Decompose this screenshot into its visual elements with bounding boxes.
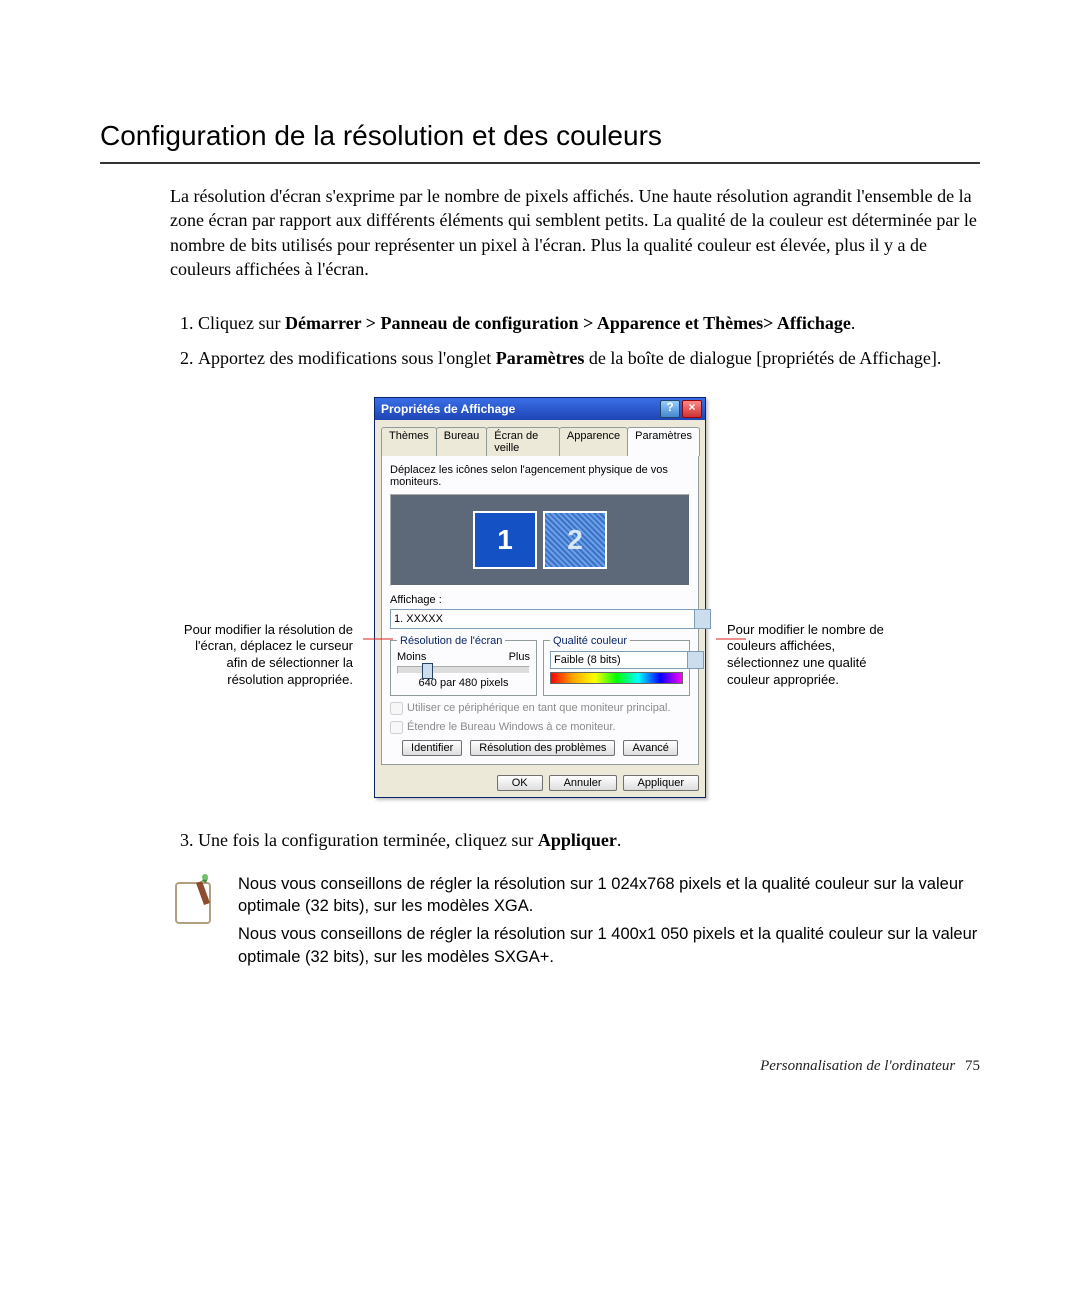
display-label: Affichage : [390, 594, 690, 606]
color-legend: Qualité couleur [550, 635, 630, 647]
help-icon[interactable]: ? [660, 400, 680, 418]
page-footer: Personnalisation de l'ordinateur 75 [100, 1058, 980, 1075]
steps-list-cont: Une fois la configuration terminée, cliq… [170, 828, 980, 853]
step2-bold: Paramètres [496, 348, 585, 368]
step1-post: . [851, 313, 856, 333]
resolution-legend: Résolution de l'écran [397, 635, 505, 647]
note-p1: Nous vous conseillons de régler la résol… [238, 873, 980, 918]
intro-paragraph: La résolution d'écran s'exprime par le n… [170, 184, 980, 281]
color-quality-value: Faible (8 bits) [554, 654, 621, 666]
tab-body: Déplacez les icônes selon l'agencement p… [381, 455, 699, 765]
step-3: Une fois la configuration terminée, cliq… [198, 828, 980, 853]
page-title: Configuration de la résolution et des co… [100, 120, 980, 164]
checkbox1-label: Utiliser ce périphérique en tant que mon… [407, 702, 671, 714]
note-block: Nous vous conseillons de régler la résol… [170, 873, 980, 968]
arrange-instruction: Déplacez les icônes selon l'agencement p… [390, 464, 690, 488]
left-callout: Pour modifier la résolution de l'écran, … [178, 397, 353, 690]
tab-settings[interactable]: Paramètres [627, 427, 700, 456]
note-icon [170, 873, 220, 928]
step-1: Cliquez sur Démarrer > Panneau de config… [198, 311, 980, 336]
display-properties-dialog: Propriétés de Affichage ? × Thèmes Burea… [374, 397, 706, 798]
tab-appearance[interactable]: Apparence [559, 427, 628, 456]
troubleshoot-button[interactable]: Résolution des problèmes [470, 740, 615, 756]
color-group: Qualité couleur Faible (8 bits) [543, 635, 690, 696]
chevron-down-icon [699, 614, 707, 622]
resolution-group: Résolution de l'écran Moins Plus 640 par… [390, 635, 537, 696]
checkbox2-label: Étendre le Bureau Windows à ce moniteur. [407, 721, 616, 733]
slider-max-label: Plus [509, 651, 530, 663]
monitor-1-icon[interactable]: 1 [473, 511, 537, 569]
step3-bold: Appliquer [538, 830, 617, 850]
cancel-button[interactable]: Annuler [549, 775, 617, 791]
extend-desktop-checkbox: Étendre le Bureau Windows à ce moniteur. [390, 721, 690, 734]
step2-post: de la boîte de dialogue [propriétés de A… [584, 348, 941, 368]
step1-pre: Cliquez sur [198, 313, 285, 333]
step-2: Apportez des modifications sous l'onglet… [198, 346, 980, 371]
dialog-figure: Pour modifier la résolution de l'écran, … [100, 397, 980, 798]
tab-strip: Thèmes Bureau Écran de veille Apparence … [375, 420, 705, 455]
checkbox-extend [390, 721, 403, 734]
identify-button[interactable]: Identifier [402, 740, 462, 756]
advanced-button[interactable]: Avancé [623, 740, 678, 756]
resolution-value: 640 par 480 pixels [397, 677, 530, 689]
steps-list: Cliquez sur Démarrer > Panneau de config… [170, 311, 980, 371]
monitor-2-icon[interactable]: 2 [543, 511, 607, 569]
tab-screensaver[interactable]: Écran de veille [486, 427, 560, 456]
footer-page-number: 75 [965, 1058, 980, 1074]
checkbox-primary [390, 702, 403, 715]
close-icon[interactable]: × [682, 400, 702, 418]
right-callout: Pour modifier le nombre de couleurs affi… [727, 397, 902, 690]
chevron-down-icon [692, 656, 700, 664]
step3-post: . [617, 830, 622, 850]
color-quality-select[interactable]: Faible (8 bits) [550, 651, 704, 669]
display-select[interactable]: 1. XXXXX [390, 609, 711, 629]
primary-monitor-checkbox: Utiliser ce périphérique en tant que mon… [390, 702, 690, 715]
apply-button[interactable]: Appliquer [623, 775, 699, 791]
dialog-title: Propriétés de Affichage [381, 402, 515, 416]
tab-bureau[interactable]: Bureau [436, 427, 487, 456]
color-preview-icon [550, 672, 683, 684]
display-select-value: 1. XXXXX [394, 613, 443, 625]
step3-pre: Une fois la configuration terminée, cliq… [198, 830, 538, 850]
note-p2: Nous vous conseillons de régler la résol… [238, 923, 980, 968]
resolution-slider[interactable] [397, 666, 530, 674]
dialog-titlebar[interactable]: Propriétés de Affichage ? × [375, 398, 705, 420]
monitor-preview[interactable]: 1 2 [390, 494, 690, 586]
slider-min-label: Moins [397, 651, 426, 663]
step2-pre: Apportez des modifications sous l'onglet [198, 348, 496, 368]
slider-thumb[interactable] [422, 663, 433, 679]
ok-button[interactable]: OK [497, 775, 543, 791]
step1-bold: Démarrer > Panneau de configuration > Ap… [285, 313, 851, 333]
footer-section: Personnalisation de l'ordinateur [760, 1058, 955, 1074]
note-text: Nous vous conseillons de régler la résol… [238, 873, 980, 968]
tab-themes[interactable]: Thèmes [381, 427, 437, 456]
